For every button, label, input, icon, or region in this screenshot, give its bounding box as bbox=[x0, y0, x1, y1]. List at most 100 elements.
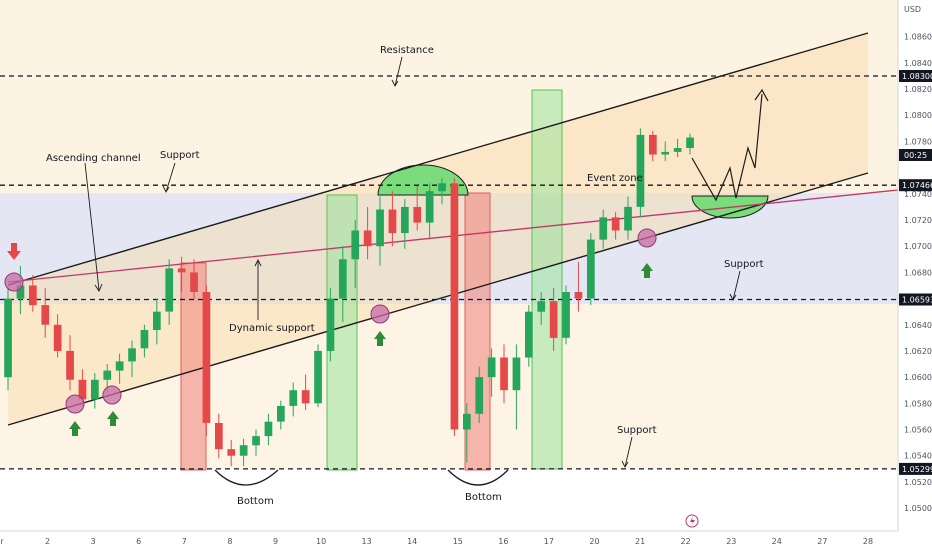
time-tick: 2 bbox=[45, 537, 50, 546]
candle-body bbox=[686, 137, 694, 148]
channel-upper-line bbox=[7, 32, 869, 286]
price-tick: 1.05000 bbox=[904, 504, 932, 513]
current-price-tag bbox=[899, 149, 932, 161]
annotation-ascending-channel: Ascending channel bbox=[46, 153, 141, 164]
key-level-tag bbox=[899, 70, 932, 82]
candle-body bbox=[227, 449, 236, 456]
touch-circle bbox=[370, 304, 390, 324]
pointer-arrowhead bbox=[94, 283, 103, 292]
price-tick: 1.05600 bbox=[904, 426, 932, 435]
touch-circle bbox=[637, 228, 657, 248]
price-tick-labels: 1.08600 1.08400 1.08200 1.08000 1.07800 1.074… bbox=[904, 33, 932, 513]
candle-body bbox=[425, 191, 434, 223]
candle-body bbox=[649, 134, 657, 155]
time-axis-panel[interactable] bbox=[0, 531, 898, 550]
candle-body bbox=[599, 217, 608, 240]
annotation-support-right: Support bbox=[724, 259, 764, 270]
pointer-line bbox=[732, 270, 741, 301]
pointer-line bbox=[394, 56, 403, 87]
price-axis-panel[interactable] bbox=[898, 0, 932, 550]
candle-body bbox=[537, 301, 546, 312]
price-tick: 1.07200 bbox=[904, 216, 932, 225]
green-event-box-2 bbox=[531, 89, 563, 470]
projection-path bbox=[691, 93, 763, 202]
candle-body bbox=[289, 390, 298, 406]
annotation-event-zone: Event zone bbox=[587, 173, 643, 184]
candle-body bbox=[661, 151, 670, 155]
annotation-support-top: Support bbox=[160, 150, 200, 161]
annotation-bottom-1: Bottom bbox=[237, 496, 274, 507]
pointer-line bbox=[624, 436, 633, 468]
pointer-line bbox=[165, 162, 176, 193]
candle-body bbox=[190, 272, 198, 292]
candle-body bbox=[78, 379, 87, 400]
time-tick: r bbox=[0, 537, 4, 546]
time-tick: 10 bbox=[316, 537, 326, 546]
candle-body bbox=[574, 292, 583, 299]
candle-body bbox=[153, 311, 161, 330]
touch-circle bbox=[4, 272, 24, 292]
candle-body bbox=[177, 268, 186, 273]
time-tick: 21 bbox=[635, 537, 645, 546]
key-levels bbox=[0, 75, 898, 470]
bolt-glyph bbox=[690, 516, 695, 526]
tradingview-logo-icon[interactable] bbox=[685, 514, 699, 528]
price-tick: 1.08400 bbox=[904, 59, 932, 68]
bottom-arc-1 bbox=[214, 469, 279, 486]
candlestick-series bbox=[4, 128, 694, 467]
key-level-tag bbox=[899, 179, 932, 192]
lower-zone bbox=[0, 304, 898, 469]
time-tick: 9 bbox=[273, 537, 278, 546]
price-tick: 1.05200 bbox=[904, 478, 932, 487]
price-tick: 1.08000 bbox=[904, 111, 932, 120]
arrow-up-icon bbox=[107, 411, 119, 426]
candle-body bbox=[587, 239, 595, 299]
arrow-down-icon bbox=[7, 243, 21, 260]
arrow-up-icon bbox=[374, 331, 386, 346]
candle-body bbox=[41, 305, 50, 325]
candle-body bbox=[239, 445, 248, 456]
candle-body bbox=[401, 206, 409, 234]
candle-body bbox=[339, 259, 347, 299]
price-tick: 1.06400 bbox=[904, 321, 932, 330]
candle-body bbox=[388, 209, 397, 234]
candle-body bbox=[264, 421, 273, 437]
key-level-tag bbox=[899, 462, 932, 475]
price-tick: 1.05800 bbox=[904, 399, 932, 408]
candle-body bbox=[140, 330, 149, 349]
currency-label: USD bbox=[904, 5, 921, 14]
time-tick: 16 bbox=[498, 537, 508, 546]
candle-body bbox=[277, 405, 285, 422]
key-level-price: 1.05299 bbox=[902, 465, 932, 474]
candle-body bbox=[673, 148, 682, 152]
time-tick: 13 bbox=[362, 537, 372, 546]
candle-body bbox=[16, 285, 25, 299]
candle-body bbox=[202, 292, 211, 423]
bottom-arc-2 bbox=[447, 469, 509, 486]
candle-body bbox=[351, 230, 360, 260]
time-tick: 14 bbox=[407, 537, 417, 546]
time-tick: 20 bbox=[589, 537, 599, 546]
pointer-arrowhead bbox=[729, 293, 737, 301]
current-price-countdown: 00:25 bbox=[904, 151, 927, 160]
time-tick: 15 bbox=[453, 537, 463, 546]
candle-body bbox=[376, 209, 384, 247]
pointer-arrowhead bbox=[621, 460, 629, 468]
candle-body bbox=[215, 423, 223, 450]
candle-body bbox=[4, 298, 12, 378]
candle-body bbox=[252, 436, 260, 446]
touch-circle bbox=[102, 385, 122, 405]
time-tick: 22 bbox=[681, 537, 691, 546]
price-tick: 1.08200 bbox=[904, 85, 932, 94]
candle-body bbox=[115, 361, 124, 371]
price-tick: 1.08600 bbox=[904, 33, 932, 42]
candle-body bbox=[91, 379, 99, 400]
candle-body bbox=[487, 357, 496, 378]
candle-body bbox=[438, 183, 446, 192]
candle-body bbox=[450, 183, 459, 430]
annotation-support-bottom: Support bbox=[617, 425, 657, 436]
candle-body bbox=[549, 301, 558, 338]
price-tick: 1.05400 bbox=[904, 452, 932, 461]
